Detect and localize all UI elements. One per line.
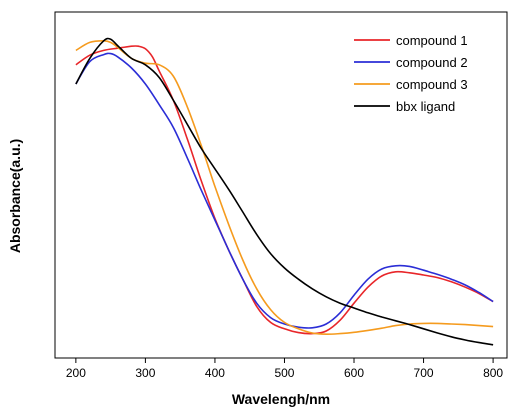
x-tick-label: 700 [414,366,434,380]
x-tick-label: 500 [274,366,294,380]
x-tick-label: 400 [205,366,225,380]
legend-label: compound 2 [396,55,468,70]
series-layer [75,37,494,346]
x-axis-title: Wavelengh/nm [232,391,330,407]
legend-label: compound 3 [396,77,468,92]
series-line-compound-2 [75,52,494,329]
legend-label: compound 1 [396,33,468,48]
series-line-compound-1 [75,45,494,335]
x-tick-label: 200 [66,366,86,380]
x-tick-label: 600 [344,366,364,380]
x-tick-label: 300 [135,366,155,380]
x-tick-label: 800 [483,366,503,380]
series-line-bbx-ligand [75,37,494,346]
plot-frame [54,11,508,359]
y-axis-title: Absorbance(a.u.) [7,139,23,253]
x-axis-ticks: 200 300 400 500 600 700 800 [66,358,503,380]
legend-label: bbx ligand [396,99,455,114]
legend: compound 1 compound 2 compound 3 bbx ligand [354,33,468,114]
